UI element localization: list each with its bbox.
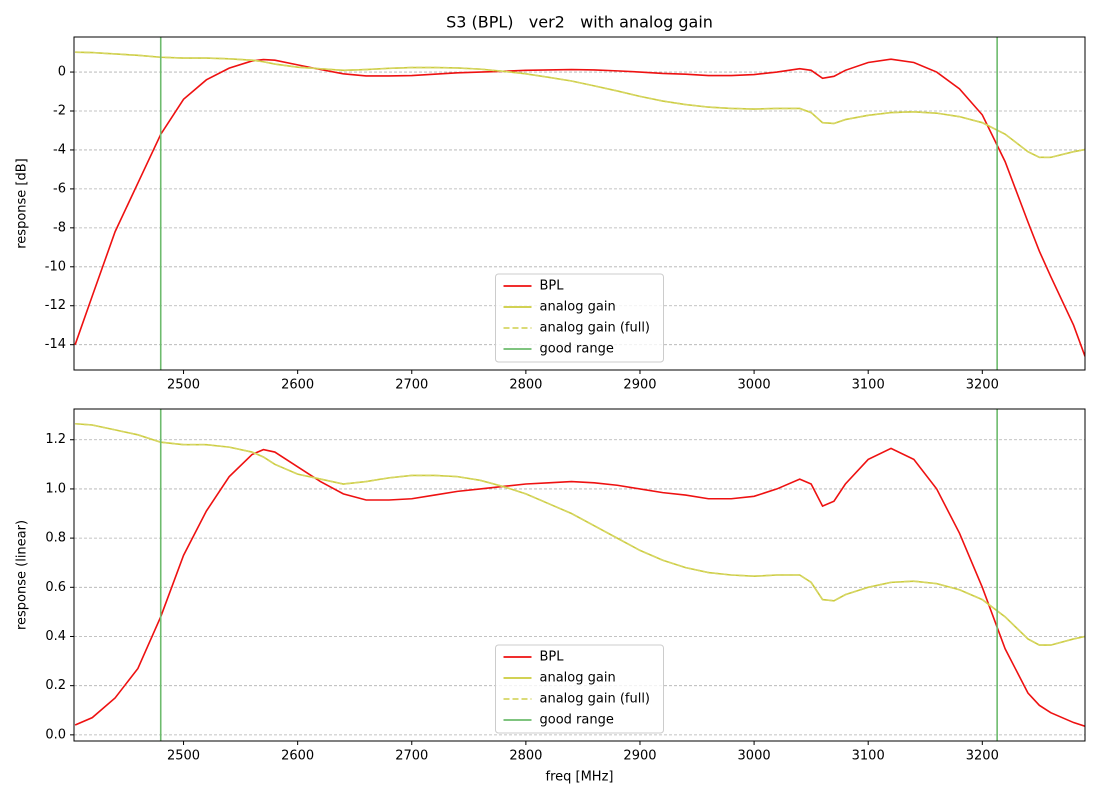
y-axis-label: response [dB] — [15, 158, 30, 249]
y-tick-label: -8 — [53, 220, 66, 235]
x-tick-label: 3200 — [966, 749, 999, 764]
x-tick-label: 3100 — [852, 378, 885, 393]
legend-label: good range — [540, 342, 614, 357]
x-tick-label: 2800 — [509, 378, 542, 393]
x-tick-label: 2500 — [167, 378, 200, 393]
y-tick-label: -4 — [53, 142, 66, 157]
y-tick-label: 0 — [58, 65, 66, 80]
y-axis-label: response (linear) — [15, 520, 30, 630]
plot-area — [74, 409, 1085, 741]
y-tick-label: 1.0 — [45, 481, 66, 496]
x-tick-label: 3000 — [738, 749, 771, 764]
x-tick-label: 2600 — [281, 749, 314, 764]
y-tick-label: 0.2 — [45, 678, 66, 693]
legend-box — [495, 644, 664, 734]
x-tick-label: 3100 — [852, 749, 885, 764]
y-tick-label: 0.8 — [45, 531, 66, 546]
axes-frame — [73, 36, 1086, 371]
x-tick-label: 2700 — [395, 749, 428, 764]
x-axis-label: freq [MHz] — [546, 770, 614, 785]
y-tick-label: 0.0 — [45, 727, 66, 742]
chart-title: S3 (BPL) ver2 with analog gain — [446, 13, 713, 32]
y-tick-label: -14 — [45, 337, 66, 352]
legend-label: analog gain (full) — [540, 692, 651, 707]
legend: BPL analog gain analog gain (full) good ran… — [495, 273, 664, 363]
x-tick-label: 2800 — [509, 749, 542, 764]
legend-label: good range — [540, 713, 614, 728]
x-tick-label: 2900 — [623, 378, 656, 393]
series-line — [75, 51, 1085, 159]
x-tick-label: 2500 — [167, 749, 200, 764]
legend-label: analog gain — [540, 671, 616, 686]
legend-label: analog gain (full) — [540, 321, 651, 336]
legend-label: analog gain — [540, 300, 616, 315]
x-tick-label: 2700 — [395, 378, 428, 393]
x-tick-label: 2900 — [623, 749, 656, 764]
x-tick-label: 3200 — [966, 378, 999, 393]
legend: BPL analog gain analog gain (full) good ran… — [495, 644, 664, 734]
x-tick-label: 2600 — [281, 378, 314, 393]
y-tick-label: 0.6 — [45, 580, 66, 595]
series-line — [75, 422, 1085, 646]
y-tick-label: -6 — [53, 181, 66, 196]
y-tick-label: -2 — [53, 104, 66, 119]
plot-area — [74, 37, 1085, 370]
y-tick-label: -10 — [45, 259, 66, 274]
legend-label: BPL — [540, 279, 565, 294]
x-tick-label: 3000 — [738, 378, 771, 393]
series-line — [75, 51, 1085, 159]
y-tick-label: 1.2 — [45, 432, 66, 447]
axes-frame — [73, 408, 1086, 742]
y-tick-label: 0.4 — [45, 629, 66, 644]
y-tick-label: -12 — [45, 298, 66, 313]
legend-box — [495, 273, 664, 363]
series-line — [75, 422, 1085, 646]
legend-label: BPL — [540, 650, 565, 665]
